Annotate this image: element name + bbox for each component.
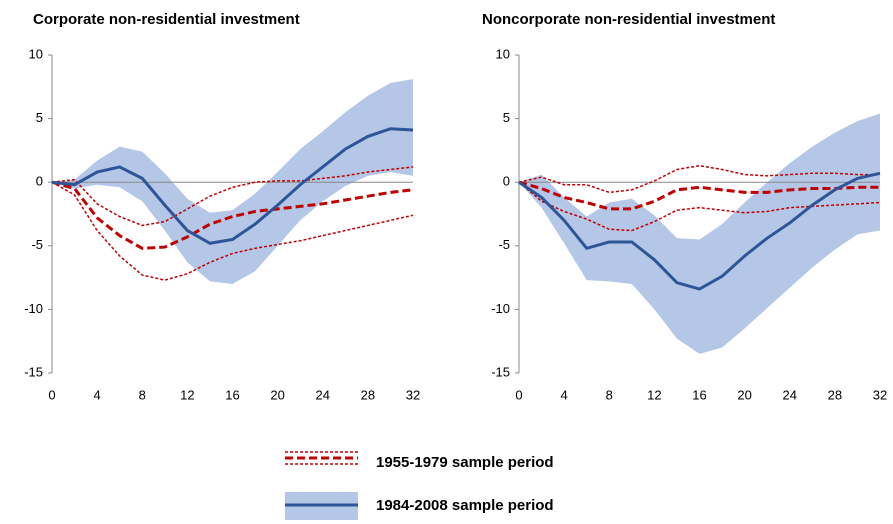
legend-label: 1955-1979 sample period xyxy=(376,454,554,471)
x-tick-label: 24 xyxy=(316,387,330,402)
x-tick-label: 16 xyxy=(225,387,239,402)
x-tick-label: 20 xyxy=(737,387,751,402)
confidence-band xyxy=(52,79,413,284)
x-tick-label: 12 xyxy=(647,387,661,402)
y-tick-label: -5 xyxy=(31,237,43,252)
y-tick-label: -15 xyxy=(24,364,43,379)
x-tick-label: 20 xyxy=(270,387,284,402)
series-line xyxy=(518,180,880,211)
y-tick-label: 5 xyxy=(503,110,510,125)
x-tick-label: 28 xyxy=(828,387,842,402)
panel: -15 -10 -5 0 5 10 0 4 8 12 16 20 24 28 32 xyxy=(491,46,887,402)
series-line xyxy=(518,171,881,291)
legend: 1955-1979 sample period 1984-2008 sample… xyxy=(285,451,554,520)
y-tick-label: -15 xyxy=(491,364,510,379)
y-tick-label: 5 xyxy=(36,110,43,125)
chart-title: Corporate non-residential investment xyxy=(33,11,300,28)
x-tick-label: 24 xyxy=(783,387,797,402)
x-tick-label: 32 xyxy=(406,387,420,402)
x-tick-label: 32 xyxy=(873,387,887,402)
x-tick-label: 8 xyxy=(139,387,146,402)
x-tick-label: 4 xyxy=(94,387,101,402)
x-tick-label: 0 xyxy=(48,387,55,402)
y-tick-label: 10 xyxy=(496,46,510,61)
confidence-band xyxy=(519,113,880,354)
chart-title: Noncorporate non-residential investment xyxy=(482,11,775,28)
panel: -15 -10 -5 0 5 10 0 4 8 12 16 20 24 28 32 xyxy=(24,46,420,402)
series-line xyxy=(51,180,414,250)
x-tick-label: 16 xyxy=(692,387,706,402)
y-tick-label: 0 xyxy=(36,174,43,189)
x-tick-label: 8 xyxy=(606,387,613,402)
confidence-bound xyxy=(51,181,414,281)
confidence-bound xyxy=(51,166,414,227)
legend-label: 1984-2008 sample period xyxy=(376,497,554,514)
y-tick-label: -5 xyxy=(498,237,510,252)
x-tick-label: 28 xyxy=(361,387,375,402)
x-tick-label: 4 xyxy=(561,387,568,402)
y-tick-label: 0 xyxy=(503,174,510,189)
y-tick-label: 10 xyxy=(29,46,43,61)
y-tick-label: -10 xyxy=(24,301,43,316)
y-tick-label: -10 xyxy=(491,301,510,316)
confidence-bound xyxy=(518,164,880,194)
confidence-bound xyxy=(518,181,881,232)
series-line xyxy=(51,127,414,245)
x-tick-label: 12 xyxy=(180,387,194,402)
x-tick-label: 0 xyxy=(515,387,522,402)
